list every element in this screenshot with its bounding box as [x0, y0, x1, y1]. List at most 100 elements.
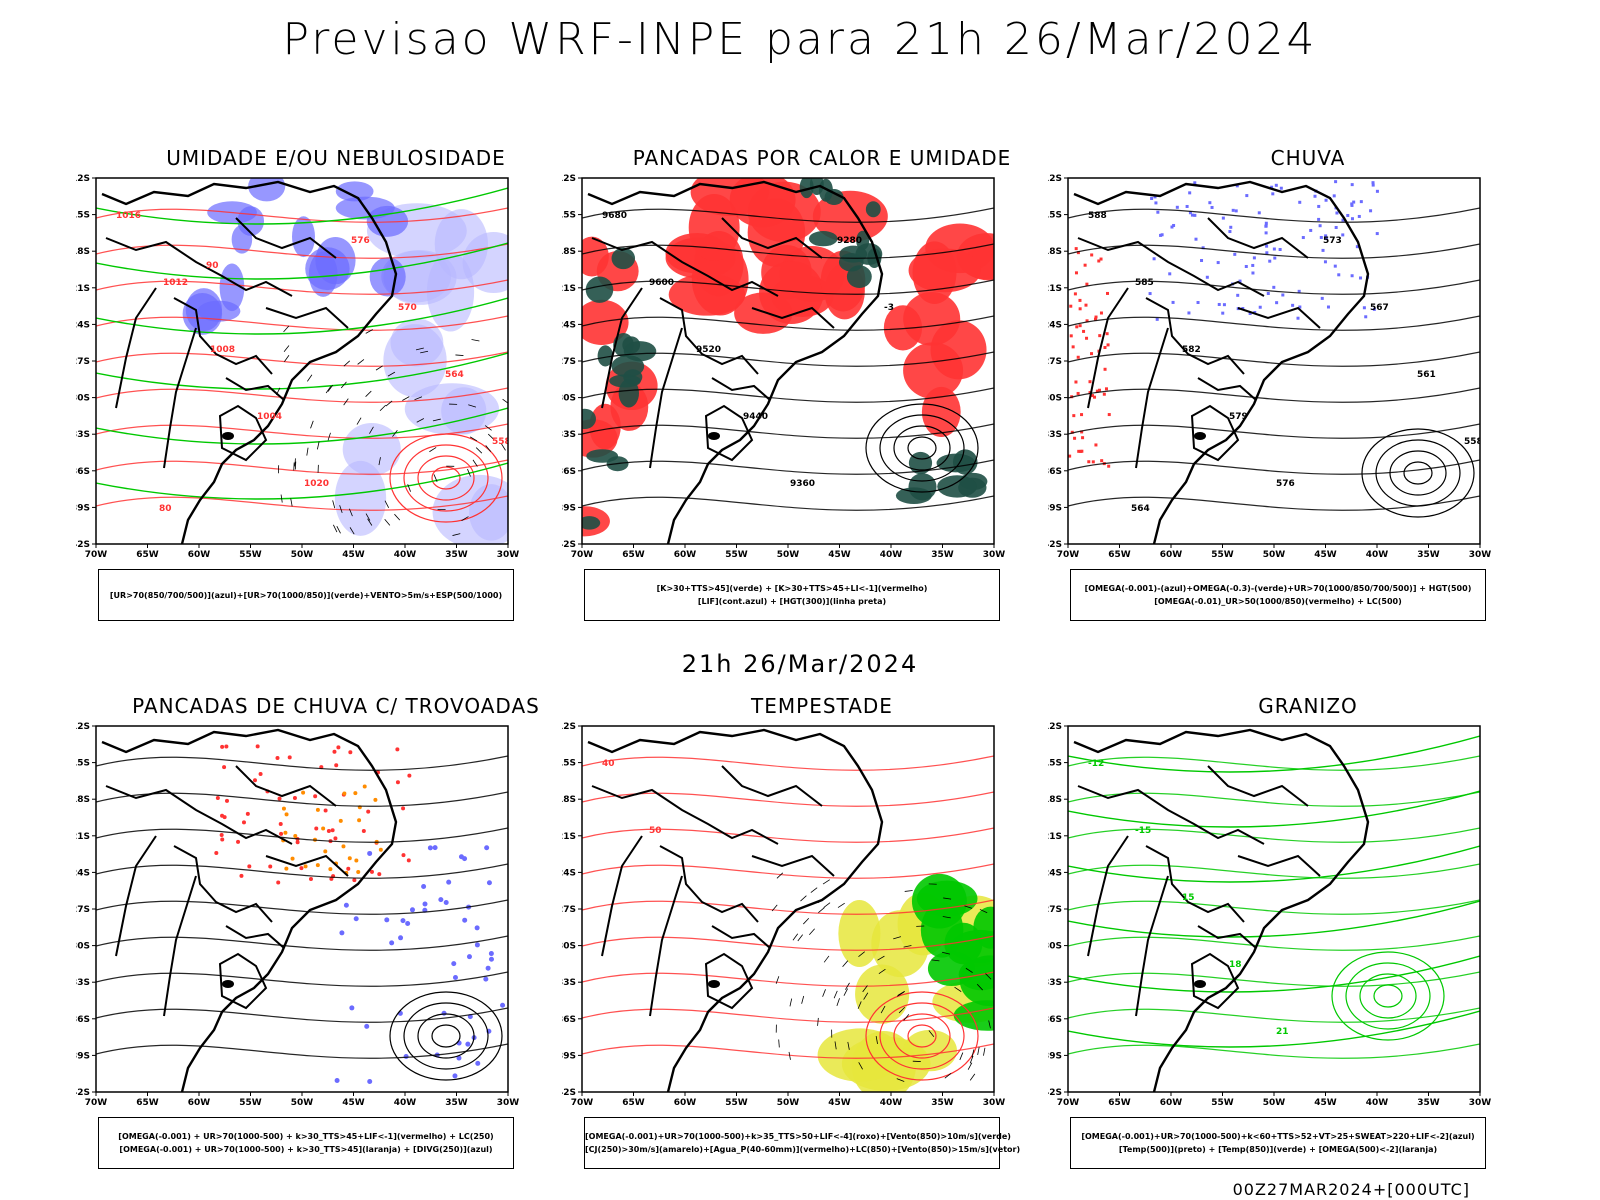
- lat-tick-label: 27S: [76, 357, 90, 367]
- contour-line: [1068, 243, 1480, 259]
- lat-tick-label: 42S: [1048, 540, 1062, 550]
- humidity-field: [231, 225, 253, 254]
- contour-line: [582, 495, 994, 511]
- omega-dot: [1252, 256, 1256, 260]
- wind-arrow: [375, 365, 383, 371]
- contour-line: [582, 459, 994, 475]
- lon-tick-label: 60W: [674, 1098, 697, 1108]
- convection-dot: [395, 747, 400, 752]
- omega-dot: [1296, 316, 1300, 320]
- lat-tick-label: 30S: [1048, 942, 1062, 952]
- omega-dot: [1075, 325, 1079, 329]
- convection-dot: [287, 755, 292, 760]
- convection-dot: [290, 856, 295, 861]
- omega-dot: [1231, 208, 1235, 212]
- contour-line: [1068, 279, 1480, 295]
- convection-dot: [323, 849, 328, 854]
- wind-arrow: [384, 500, 390, 508]
- contour-line: [1068, 1043, 1480, 1059]
- omega-dot: [1076, 391, 1080, 395]
- divergence-dot: [422, 901, 428, 907]
- omega-dot: [1216, 261, 1220, 265]
- contour-line: [582, 243, 994, 259]
- wind-arrow: [944, 1072, 952, 1079]
- omega-dot: [1346, 213, 1350, 217]
- contour-label: 573: [1323, 236, 1342, 246]
- contour-label: 576: [1276, 479, 1295, 489]
- state-border: [659, 297, 759, 375]
- convection-dot: [329, 876, 334, 881]
- wind-arrow: [307, 374, 313, 382]
- omega-dot: [1159, 233, 1163, 237]
- state-border: [1135, 875, 1169, 1017]
- omega-dot: [1160, 233, 1164, 237]
- divergence-dot: [443, 899, 449, 905]
- state-border: [711, 377, 771, 401]
- divergence-dot: [349, 1005, 355, 1011]
- wind-arrow: [954, 986, 962, 992]
- contour-line: [1068, 735, 1480, 773]
- wind-arrow: [432, 418, 441, 422]
- omega-dot: [1359, 276, 1363, 280]
- omega-dot: [1371, 181, 1375, 185]
- footer-timestamp: 00Z27MAR2024+[000UTC]: [1232, 1180, 1470, 1199]
- state-border: [1145, 297, 1245, 375]
- convection-dot: [299, 866, 304, 871]
- convection-dot: [278, 821, 283, 826]
- wind-arrow: [343, 360, 351, 367]
- convection-dot: [334, 763, 339, 768]
- omega-dot: [1244, 264, 1248, 268]
- contour-line: [1068, 900, 1480, 938]
- lon-tick-label: 55W: [1211, 1098, 1234, 1108]
- omega-dot: [1068, 454, 1072, 458]
- omega-dot: [1106, 291, 1110, 295]
- low-pressure-contour: [865, 991, 979, 1081]
- panel-granizo: GRANIZO -12 -15 15 18 21 12S 15S 18S 21S 24S 27S 30…: [1048, 694, 1568, 1174]
- contour-label: 1012: [163, 278, 188, 288]
- map-layers: 9680 9600 9520 9440 9360 9280 -3: [582, 178, 994, 544]
- moisture-field: [597, 345, 614, 367]
- lon-tick-label: 50W: [291, 1098, 314, 1108]
- omega-dot: [1076, 355, 1080, 359]
- wind-arrow: [283, 354, 290, 362]
- omega-dot: [1273, 256, 1277, 260]
- omega-dot: [1099, 311, 1103, 315]
- divergence-dot: [484, 845, 490, 851]
- contour-label: 9440: [743, 412, 768, 422]
- moisture-field: [952, 449, 978, 475]
- wind-arrow: [283, 345, 290, 353]
- contour-line: [96, 242, 508, 280]
- convection-dot: [323, 808, 328, 813]
- omega-dot: [1281, 293, 1285, 297]
- lon-tick-label: 35W: [445, 1098, 468, 1108]
- convection-dot: [346, 866, 351, 871]
- lat-tick-label: 39S: [76, 1051, 90, 1061]
- lat-tick-label: 27S: [562, 357, 576, 367]
- wind-arrow: [414, 396, 423, 401]
- moisture-field: [839, 245, 868, 263]
- panel-umidade: UMIDADE E/OU NEBULOSIDADE 1016 1012 1008 10…: [76, 146, 596, 626]
- wind-arrow: [842, 960, 849, 967]
- divergence-dot: [474, 925, 480, 931]
- omega-dot: [1077, 449, 1081, 453]
- low-pressure-contour: [389, 433, 503, 523]
- wind-arrow: [369, 426, 374, 434]
- omega-dot: [1352, 200, 1356, 204]
- wind-arrow: [967, 1062, 973, 1070]
- moisture-field: [856, 230, 870, 251]
- wind-arrow: [976, 983, 983, 991]
- divergence-dot: [446, 879, 452, 885]
- omega-dot: [1265, 244, 1269, 248]
- wind-arrow: [367, 518, 373, 526]
- contour-line: [1068, 863, 1480, 879]
- legend-line: [LIF](cont.azul) + [HGT(300)](linha pret…: [697, 597, 887, 606]
- instability-field: [747, 181, 821, 243]
- wind-arrow: [942, 951, 950, 955]
- divergence-dot: [441, 1010, 447, 1016]
- omega-dot: [1372, 307, 1376, 311]
- state-border: [601, 287, 643, 409]
- omega-dot: [1168, 272, 1172, 276]
- wind-arrow: [327, 384, 334, 392]
- wind-arrow: [485, 445, 492, 452]
- contour-line: [1068, 459, 1480, 475]
